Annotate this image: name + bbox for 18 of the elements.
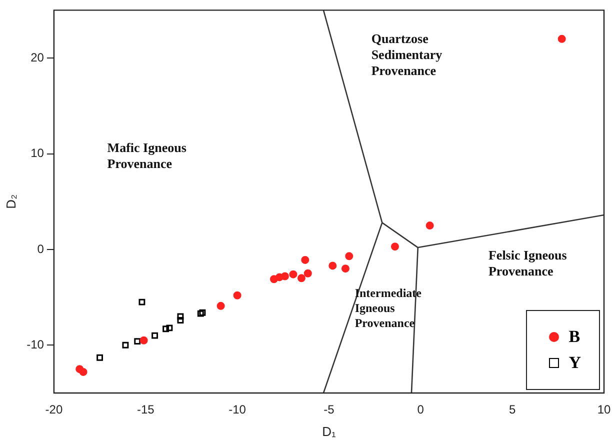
annotation: Mafic Igneous Provenance <box>107 140 186 172</box>
annotation: Quartzose Sedimentary Provenance <box>371 31 443 78</box>
x-tick-label: 5 <box>508 402 516 417</box>
x-tick-label: -15 <box>136 402 155 417</box>
x-axis-title: D₁ <box>322 424 336 439</box>
annotation: Felsic Igneous Provenance <box>488 247 567 278</box>
x-tick-label: 0 <box>417 402 424 417</box>
x-tick-label: -20 <box>45 402 63 417</box>
y-tick-label: 20 <box>30 50 44 64</box>
x-tick-label: 10 <box>597 402 611 417</box>
legend-label: Y <box>568 353 581 373</box>
y-tick-label: 0 <box>37 242 44 256</box>
y-axis-title: D₂ <box>3 194 18 209</box>
legend-label: B <box>568 327 580 347</box>
x-tick-label: -10 <box>228 402 246 417</box>
y-tick-label: -10 <box>26 337 44 352</box>
x-tick-label: -5 <box>324 402 335 417</box>
y-tick-label: 10 <box>30 146 44 160</box>
